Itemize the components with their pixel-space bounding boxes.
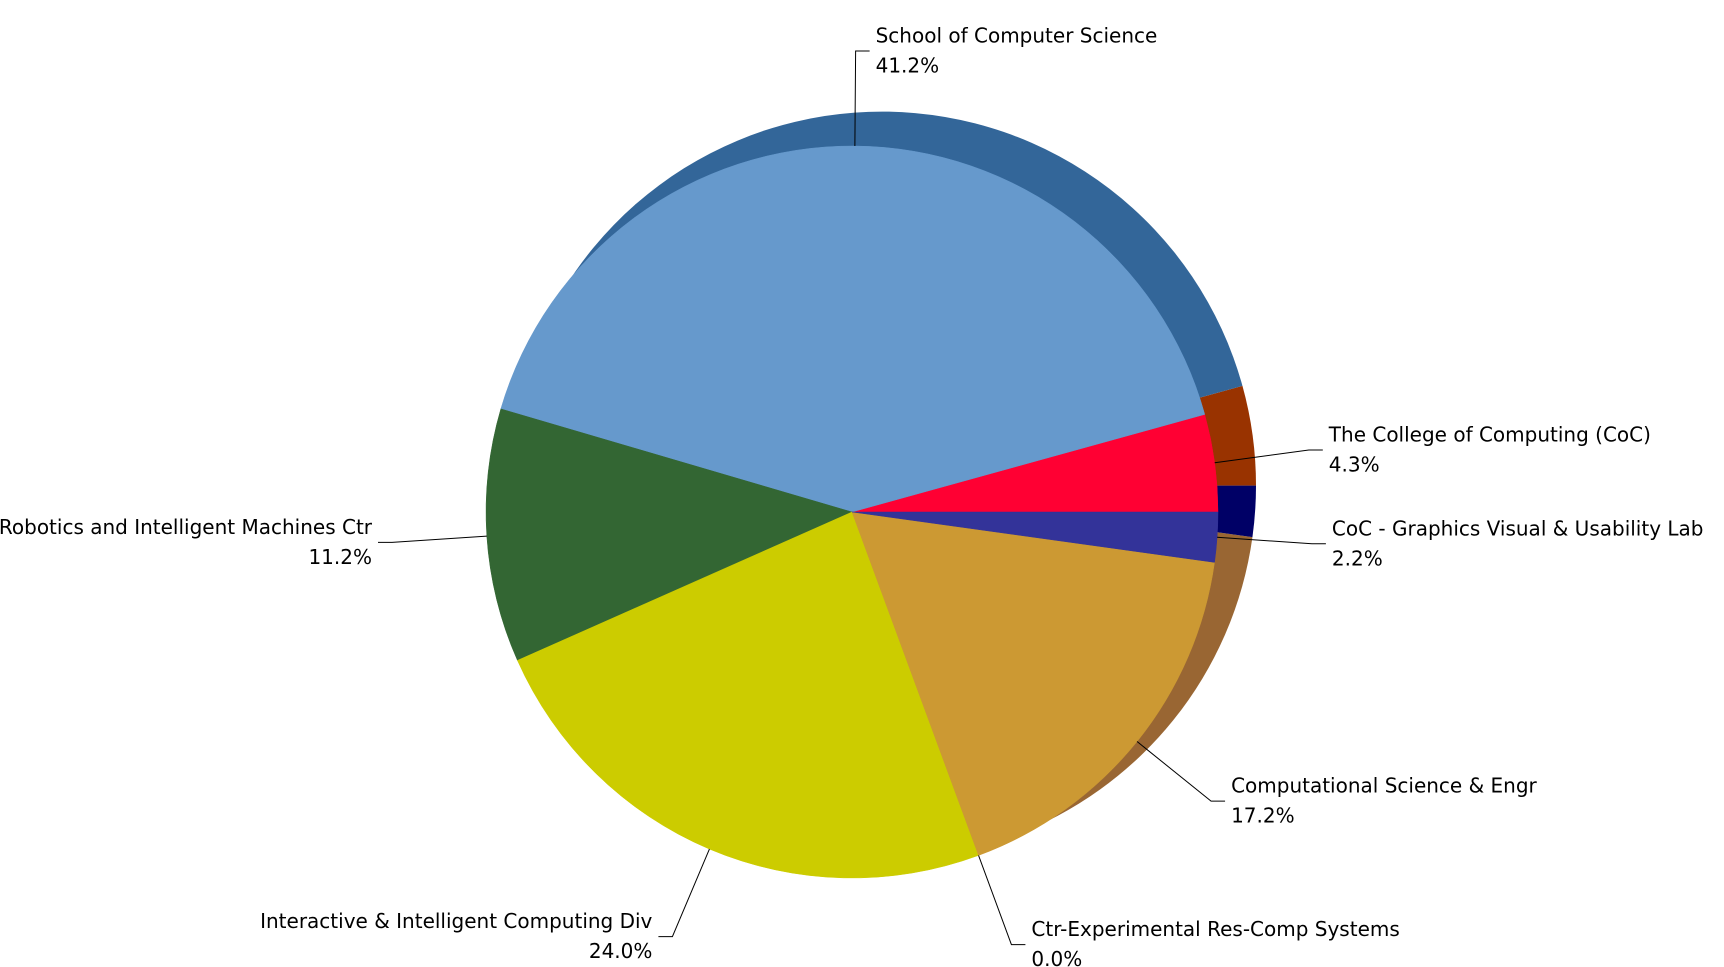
leader-line <box>1136 741 1226 802</box>
leader-line <box>854 50 870 147</box>
leader-line <box>1214 449 1323 464</box>
leader-line <box>978 855 1026 946</box>
slice-value-label: 11.2% <box>308 545 372 569</box>
slice-value-label: 2.2% <box>1332 546 1383 570</box>
slice-label: The College of Computing (CoC) <box>1328 422 1651 446</box>
slice-value-label: 4.3% <box>1329 452 1380 476</box>
slice <box>517 511 979 879</box>
leader-line <box>378 535 487 543</box>
slice-label: School of Computer Science <box>876 24 1158 48</box>
slice-label: Robotics and Intelligent Machines Ctr <box>0 515 373 539</box>
slice-label: Computational Science & Engr <box>1231 774 1537 798</box>
slice <box>485 408 853 661</box>
leader-line <box>658 848 710 938</box>
slice <box>851 511 1215 856</box>
slice-value-label: 17.2% <box>1231 804 1295 828</box>
slice-value-label: 41.2% <box>876 54 940 78</box>
slice-label: Interactive & Intelligent Computing Div <box>260 909 652 933</box>
slice-value-label: 24.0% <box>589 939 653 963</box>
slice-label: Ctr-Experimental Res-Comp Systems <box>1031 917 1399 941</box>
slice-value-label: 0.0% <box>1031 947 1082 967</box>
slice-label: CoC - Graphics Visual & Usability Lab <box>1332 516 1704 540</box>
leader-line <box>1217 536 1326 545</box>
